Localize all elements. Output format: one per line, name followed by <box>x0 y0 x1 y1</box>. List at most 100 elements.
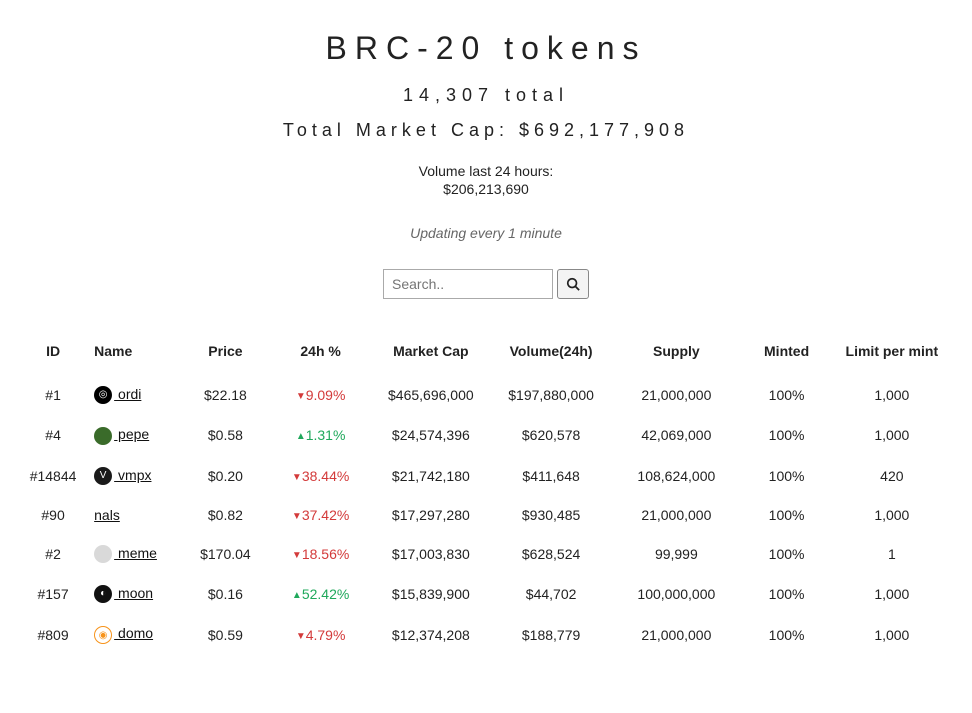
volume-value: $206,213,690 <box>20 181 952 197</box>
cell-limit: 420 <box>832 456 952 496</box>
caret-down-icon: ▼ <box>296 391 306 402</box>
table-row: #157 ◐ moon $0.16▲52.42%$15,839,900$44,702… <box>20 574 952 614</box>
cell-vol: $44,702 <box>491 574 611 614</box>
cell-id: #2 <box>20 534 86 574</box>
cell-change: ▼18.56% <box>271 534 371 574</box>
token-link[interactable]: pepe <box>114 426 149 442</box>
token-icon: V <box>94 467 112 485</box>
caret-down-icon: ▼ <box>292 511 302 522</box>
cell-vol: $197,880,000 <box>491 375 611 415</box>
market-cap: Total Market Cap: $692,177,908 <box>20 120 952 141</box>
table-row: #1◎ ordi$22.18▼9.09%$465,696,000$197,880… <box>20 375 952 415</box>
cell-mcap: $12,374,208 <box>371 614 491 654</box>
cell-change: ▼4.79% <box>271 614 371 654</box>
cell-limit: 1,000 <box>832 614 952 654</box>
cell-price: $0.20 <box>180 456 270 496</box>
cell-price: $0.82 <box>180 496 270 534</box>
token-icon <box>94 545 112 563</box>
caret-down-icon: ▼ <box>296 631 306 642</box>
cell-id: #14844 <box>20 456 86 496</box>
cell-supply: 108,624,000 <box>611 456 741 496</box>
search-icon <box>566 277 580 291</box>
token-link[interactable]: vmpx <box>114 467 151 483</box>
cell-minted: 100% <box>741 456 831 496</box>
cell-name: nals <box>86 496 180 534</box>
cell-mcap: $21,742,180 <box>371 456 491 496</box>
cell-minted: 100% <box>741 496 831 534</box>
col-vol[interactable]: Volume(24h) <box>491 333 611 375</box>
cell-limit: 1,000 <box>832 415 952 455</box>
cell-mcap: $17,297,280 <box>371 496 491 534</box>
cell-supply: 21,000,000 <box>611 614 741 654</box>
cell-name: V vmpx <box>86 456 180 496</box>
search-button[interactable] <box>557 269 589 299</box>
cell-name: ◉ domo <box>86 614 180 654</box>
cell-minted: 100% <box>741 614 831 654</box>
col-24h[interactable]: 24h % <box>271 333 371 375</box>
cell-mcap: $465,696,000 <box>371 375 491 415</box>
caret-down-icon: ▼ <box>292 472 302 483</box>
cell-minted: 100% <box>741 415 831 455</box>
cell-id: #157 <box>20 574 86 614</box>
col-minted[interactable]: Minted <box>741 333 831 375</box>
cell-id: #4 <box>20 415 86 455</box>
cell-price: $170.04 <box>180 534 270 574</box>
cell-vol: $930,485 <box>491 496 611 534</box>
cell-supply: 42,069,000 <box>611 415 741 455</box>
cell-supply: 100,000,000 <box>611 574 741 614</box>
cell-vol: $620,578 <box>491 415 611 455</box>
token-link[interactable]: ordi <box>114 386 141 402</box>
search-row <box>20 269 952 299</box>
cell-limit: 1,000 <box>832 574 952 614</box>
page-header: BRC-20 tokens 14,307 total Total Market … <box>20 30 952 299</box>
total-count: 14,307 total <box>20 85 952 106</box>
token-icon: ◉ <box>94 626 112 644</box>
caret-up-icon: ▲ <box>292 590 302 601</box>
token-icon <box>94 427 112 445</box>
cell-mcap: $17,003,830 <box>371 534 491 574</box>
cell-change: ▲52.42% <box>271 574 371 614</box>
token-link[interactable]: domo <box>114 625 153 641</box>
cell-mcap: $15,839,900 <box>371 574 491 614</box>
col-mcap[interactable]: Market Cap <box>371 333 491 375</box>
page-title: BRC-20 tokens <box>20 30 952 67</box>
col-name[interactable]: Name <box>86 333 180 375</box>
col-id[interactable]: ID <box>20 333 86 375</box>
cell-supply: 21,000,000 <box>611 496 741 534</box>
table-row: #90 nals$0.82▼37.42%$17,297,280$930,4852… <box>20 496 952 534</box>
cell-limit: 1,000 <box>832 375 952 415</box>
col-supply[interactable]: Supply <box>611 333 741 375</box>
cell-name: ◎ ordi <box>86 375 180 415</box>
cell-change: ▲1.31% <box>271 415 371 455</box>
cell-limit: 1 <box>832 534 952 574</box>
cell-price: $0.59 <box>180 614 270 654</box>
cell-vol: $628,524 <box>491 534 611 574</box>
caret-up-icon: ▲ <box>296 431 306 442</box>
token-icon: ◎ <box>94 386 112 404</box>
table-row: #809◉ domo$0.59▼4.79%$12,374,208$188,779… <box>20 614 952 654</box>
token-link[interactable]: nals <box>94 507 120 523</box>
cell-price: $0.16 <box>180 574 270 614</box>
search-input[interactable] <box>383 269 553 299</box>
cell-minted: 100% <box>741 574 831 614</box>
cell-change: ▼37.42% <box>271 496 371 534</box>
cell-supply: 21,000,000 <box>611 375 741 415</box>
cell-minted: 100% <box>741 534 831 574</box>
cell-minted: 100% <box>741 375 831 415</box>
token-icon: ◐ <box>94 585 112 603</box>
col-limit[interactable]: Limit per mint <box>832 333 952 375</box>
table-header-row: ID Name Price 24h % Market Cap Volume(24… <box>20 333 952 375</box>
col-price[interactable]: Price <box>180 333 270 375</box>
cell-vol: $411,648 <box>491 456 611 496</box>
cell-change: ▼9.09% <box>271 375 371 415</box>
table-row: #14844V vmpx$0.20▼38.44%$21,742,180$411,… <box>20 456 952 496</box>
cell-change: ▼38.44% <box>271 456 371 496</box>
cell-vol: $188,779 <box>491 614 611 654</box>
cell-supply: 99,999 <box>611 534 741 574</box>
token-link[interactable]: moon <box>114 585 153 601</box>
caret-down-icon: ▼ <box>292 550 302 561</box>
cell-name: pepe <box>86 415 180 455</box>
token-link[interactable]: meme <box>114 545 157 561</box>
cell-name: meme <box>86 534 180 574</box>
cell-price: $22.18 <box>180 375 270 415</box>
